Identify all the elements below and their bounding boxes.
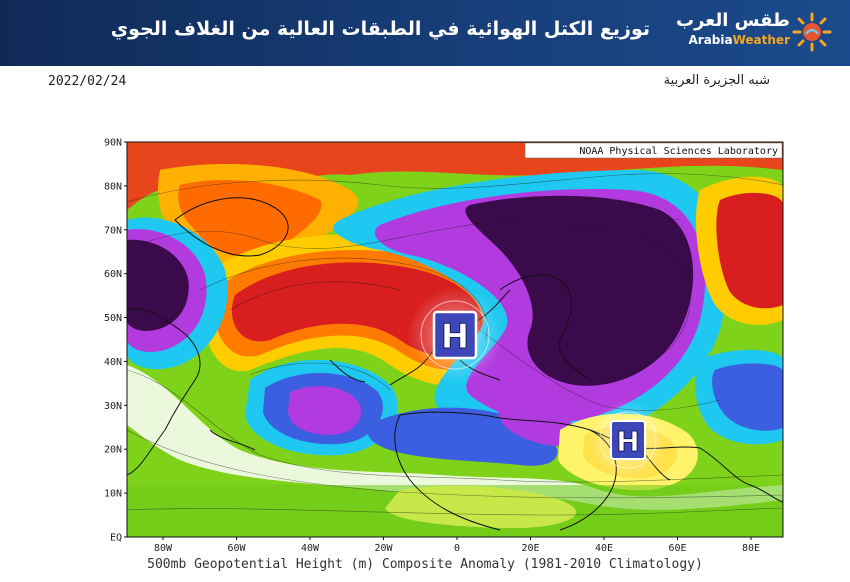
anomaly-east-low-core xyxy=(712,363,783,431)
credit-box xyxy=(524,142,783,159)
anomaly-africa-green xyxy=(385,485,577,529)
map-caption: 500mb Geopotential Height (m) Composite … xyxy=(147,557,703,572)
lat-tick-label: 20N xyxy=(104,445,122,456)
noaa-credit: NOAA Physical Sciences Laboratory xyxy=(579,146,778,157)
lon-tick-label: 40W xyxy=(301,543,320,554)
anomaly-subtropical-low-core xyxy=(288,386,361,435)
lon-tick-label: 60W xyxy=(227,543,246,554)
high-pressure-label-2: H xyxy=(616,425,639,458)
lon-tick-label: 80W xyxy=(154,543,173,554)
lon-tick-label: 60E xyxy=(668,543,686,554)
anomaly-north-band xyxy=(127,142,783,210)
anomaly-neutral-band xyxy=(127,365,783,510)
lat-tick-label: 30N xyxy=(104,401,122,412)
lon-tick-label: 20E xyxy=(521,543,539,554)
lat-tick-label: 80N xyxy=(104,181,122,192)
anomaly-greenland-core xyxy=(178,180,322,259)
lat-tick-label: 60N xyxy=(104,269,122,280)
map-border xyxy=(126,141,784,538)
lat-tick-label: 70N xyxy=(104,225,122,236)
anomaly-siberia-ridge-core xyxy=(716,192,783,309)
latitude-axis: 90N 80N 70N 60N 50N 40N 30N 20N 10N EQ xyxy=(104,138,127,544)
anomaly-eurasia-trough-core xyxy=(465,195,694,386)
forecast-date: 2022/02/24 xyxy=(48,74,127,89)
lon-tick-label: 40E xyxy=(595,543,613,554)
brand-name-arabic: طقس العرب xyxy=(676,10,790,31)
lon-tick-label: 0 xyxy=(454,543,460,554)
lat-tick-label: 50N xyxy=(104,313,122,324)
header-banner: توزيع الكتل الهوائية في الطبقات العالية … xyxy=(0,0,850,66)
sun-logo-icon xyxy=(792,12,832,52)
page-title: توزيع الكتل الهوائية في الطبقات العالية … xyxy=(110,18,650,40)
lon-tick-label: 20W xyxy=(374,543,393,554)
high-pressure-label-1: H xyxy=(441,317,469,357)
lat-tick-label: 90N xyxy=(104,138,122,149)
lon-tick-label: 80E xyxy=(742,543,760,554)
brand-name-part-2: Weather xyxy=(732,33,790,47)
anomaly-west-trough-core xyxy=(127,239,189,331)
contour-lines xyxy=(127,173,783,516)
longitude-axis: 80W 60W 40W 20W 0 20E 40E 60E 80E xyxy=(154,537,760,554)
high-pressure-marker-arabia: H xyxy=(588,400,668,480)
anomaly-map: H H NOAA Physical Sciences Laboratory 90… xyxy=(0,130,850,578)
lat-tick-label: 40N xyxy=(104,357,122,368)
map-figure: H H NOAA Physical Sciences Laboratory 90… xyxy=(104,138,784,554)
brand-logo: طقس العرب ArabiaWeather xyxy=(676,10,790,48)
lat-tick-label: 10N xyxy=(104,489,122,500)
brand-name-english: ArabiaWeather xyxy=(676,32,791,48)
lat-tick-label: EQ xyxy=(110,533,122,544)
brand-name-part-1: Arabia xyxy=(688,33,733,47)
high-pressure-marker-atlantic: H xyxy=(407,287,503,383)
region-label: شبه الجزيرة العربية xyxy=(663,73,770,88)
